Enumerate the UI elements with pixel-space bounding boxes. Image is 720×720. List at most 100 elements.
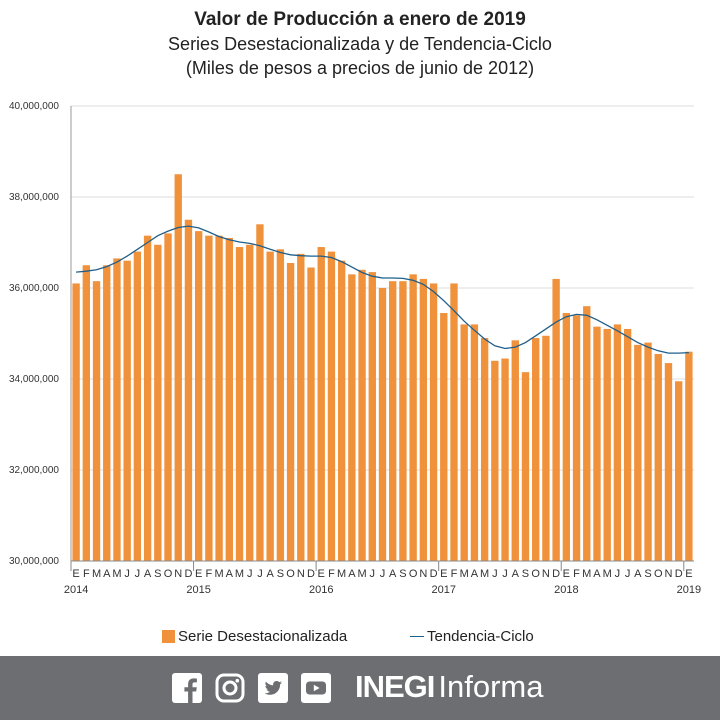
x-month-label: M: [215, 568, 224, 580]
bar: [92, 281, 101, 561]
bar: [429, 283, 438, 561]
x-month-label: O: [654, 568, 663, 580]
x-year-label: 2017: [432, 584, 456, 596]
x-month-label: F: [573, 568, 580, 580]
bar: [603, 328, 611, 561]
x-month-label: A: [226, 568, 234, 580]
legend-line-swatch: [410, 636, 424, 637]
x-month-label: M: [337, 568, 346, 580]
x-month-label: A: [266, 568, 274, 580]
bar: [348, 274, 356, 561]
x-month-label: S: [277, 568, 284, 580]
bar: [266, 251, 274, 561]
x-month-label: N: [664, 568, 672, 580]
x-month-label: D: [675, 568, 683, 580]
bar: [337, 260, 346, 561]
brand-name-regular: Informa: [438, 669, 544, 704]
chart-title: Valor de Producción a enero de 2019: [194, 9, 526, 30]
x-year-label: 2014: [64, 584, 88, 596]
bar: [389, 281, 397, 561]
x-month-label: M: [92, 568, 101, 580]
x-month-label: A: [144, 568, 152, 580]
bar: [552, 278, 560, 561]
bar: [225, 237, 233, 561]
bar: [276, 249, 285, 561]
bar: [470, 324, 479, 561]
social-icons: [172, 673, 344, 703]
bar: [286, 262, 295, 561]
bar: [72, 283, 80, 561]
legend-bar-label: Serie Desestacionalizada: [178, 628, 348, 645]
chart-area: 30,000,000 32,000,000 34,000,000 36,000,000…: [0, 90, 720, 605]
x-month-label: F: [328, 568, 335, 580]
bar: [133, 251, 142, 561]
facebook-icon[interactable]: [172, 673, 202, 703]
bar: [215, 235, 223, 562]
bar: [572, 315, 581, 561]
x-month-label: O: [286, 568, 295, 580]
legend-item-line: Tendencia-Ciclo: [410, 628, 534, 645]
x-month-label: A: [512, 568, 520, 580]
x-month-label: N: [542, 568, 550, 580]
bar: [113, 258, 121, 561]
chart-subtitle: Series Desestacionalizada y de Tendencia…: [168, 34, 552, 54]
x-month-label: M: [480, 568, 489, 580]
trend-line: [76, 225, 689, 354]
bar: [317, 247, 325, 562]
bar: [562, 313, 571, 561]
x-month-label: J: [625, 568, 631, 580]
bar: [685, 351, 693, 561]
legend-bar-swatch: [162, 630, 175, 643]
x-month-label: F: [451, 568, 458, 580]
bar: [358, 269, 366, 561]
x-month-label: E: [440, 568, 447, 580]
x-month-label: D: [552, 568, 560, 580]
bar: [184, 219, 193, 561]
x-month-label: E: [685, 568, 692, 580]
twitter-icon[interactable]: [258, 673, 288, 703]
y-tick-label: 38,000,000: [9, 192, 59, 203]
bar: [501, 358, 509, 561]
legend-item-bars: Serie Desestacionalizada: [162, 628, 347, 645]
x-month-label: N: [174, 568, 182, 580]
bar: [399, 281, 407, 561]
youtube-icon[interactable]: [301, 673, 331, 703]
x-month-label: O: [409, 568, 418, 580]
x-month-label: M: [235, 568, 244, 580]
y-tick-label: 36,000,000: [9, 283, 59, 294]
footer-bar: INEGI Informa: [0, 656, 720, 720]
x-month-label: J: [370, 568, 376, 580]
x-month-label: A: [348, 568, 356, 580]
x-month-label: J: [257, 568, 263, 580]
x-month-label: M: [460, 568, 469, 580]
x-month-label: E: [72, 568, 79, 580]
bar: [460, 324, 468, 561]
x-month-label: J: [502, 568, 508, 580]
bar: [511, 340, 519, 561]
x-year-label: 2019: [677, 584, 701, 596]
brand-name-bold: INEGI: [355, 669, 435, 704]
bar: [235, 247, 244, 562]
bar: [440, 313, 448, 561]
bar: [532, 338, 540, 561]
bar: [378, 288, 387, 561]
x-month-label: A: [471, 568, 479, 580]
bar: [307, 267, 315, 561]
x-month-label: E: [195, 568, 202, 580]
x-month-label: D: [307, 568, 315, 580]
x-month-label: E: [318, 568, 325, 580]
bar: [174, 174, 182, 561]
bar: [419, 278, 428, 561]
chart-header: Valor de Producción a enero de 2019 Seri…: [0, 8, 720, 80]
x-month-label: D: [184, 568, 192, 580]
bar: [634, 344, 642, 561]
y-tick-label: 40,000,000: [9, 101, 59, 112]
bar: [123, 260, 131, 561]
bar: [82, 265, 90, 561]
x-month-label: A: [634, 568, 642, 580]
x-month-label: J: [247, 568, 253, 580]
instagram-icon[interactable]: [215, 673, 245, 703]
x-month-label: F: [206, 568, 213, 580]
x-month-label: J: [492, 568, 498, 580]
x-month-label: N: [297, 568, 305, 580]
